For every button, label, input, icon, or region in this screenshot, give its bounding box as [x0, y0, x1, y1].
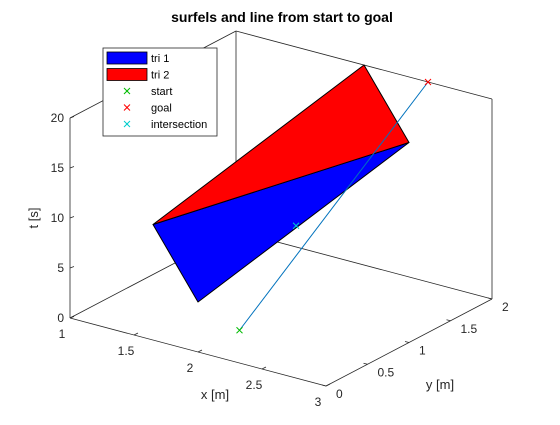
y-tick-label: 0.5 — [378, 365, 395, 379]
x-tick-label: 2 — [187, 361, 194, 375]
chart-title: surfels and line from start to goal — [171, 9, 393, 25]
legend-label: tri 1 — [151, 53, 169, 65]
marker-intersection — [292, 222, 300, 230]
z-tick-label: 10 — [51, 211, 65, 225]
z-tick-label: 15 — [51, 161, 65, 175]
patch-tri-2 — [152, 64, 410, 225]
x-tick-label: 3 — [315, 395, 322, 409]
z-tick-label: 0 — [57, 311, 64, 325]
y-axis-label: y [m] — [426, 377, 454, 392]
y-tick-label: 0 — [336, 387, 343, 401]
legend-entry-start: start — [123, 86, 172, 98]
legend-label: start — [151, 86, 172, 98]
start-goal-line — [239, 81, 429, 331]
x-tick-label: 2.5 — [246, 378, 263, 392]
point-markers — [236, 78, 432, 334]
legend: tri 1 tri 2 start goal intersection — [102, 47, 218, 137]
box-edge — [235, 230, 493, 300]
legend-entry-tri-2: tri 2 — [106, 68, 169, 82]
legend-label: goal — [151, 103, 172, 115]
marker-goal — [424, 78, 432, 86]
surfel-patches — [152, 64, 410, 303]
legend-swatch — [106, 68, 148, 81]
legend-label: tri 2 — [151, 70, 169, 82]
x-tick-label: 1 — [59, 327, 66, 341]
z-tick-label: 5 — [57, 261, 64, 275]
legend-swatch — [106, 51, 148, 65]
legend-entry-tri-1: tri 1 — [106, 51, 169, 65]
x-tick-label: 1.5 — [118, 344, 135, 358]
y-tick-label: 1.5 — [461, 322, 478, 336]
y-tick-label: 1 — [419, 344, 426, 358]
legend-entry-goal: goal — [123, 103, 172, 115]
line-start-to-goal — [239, 81, 429, 331]
marker-start — [236, 326, 243, 334]
z-tick-label: 20 — [51, 111, 65, 125]
legend-label: intersection — [151, 119, 207, 131]
z-axis-label: t [s] — [26, 208, 41, 229]
legend-entry-intersection: intersection — [123, 119, 207, 131]
x-axis-label: x [m] — [201, 387, 229, 402]
y-tick-label: 2 — [502, 300, 509, 314]
